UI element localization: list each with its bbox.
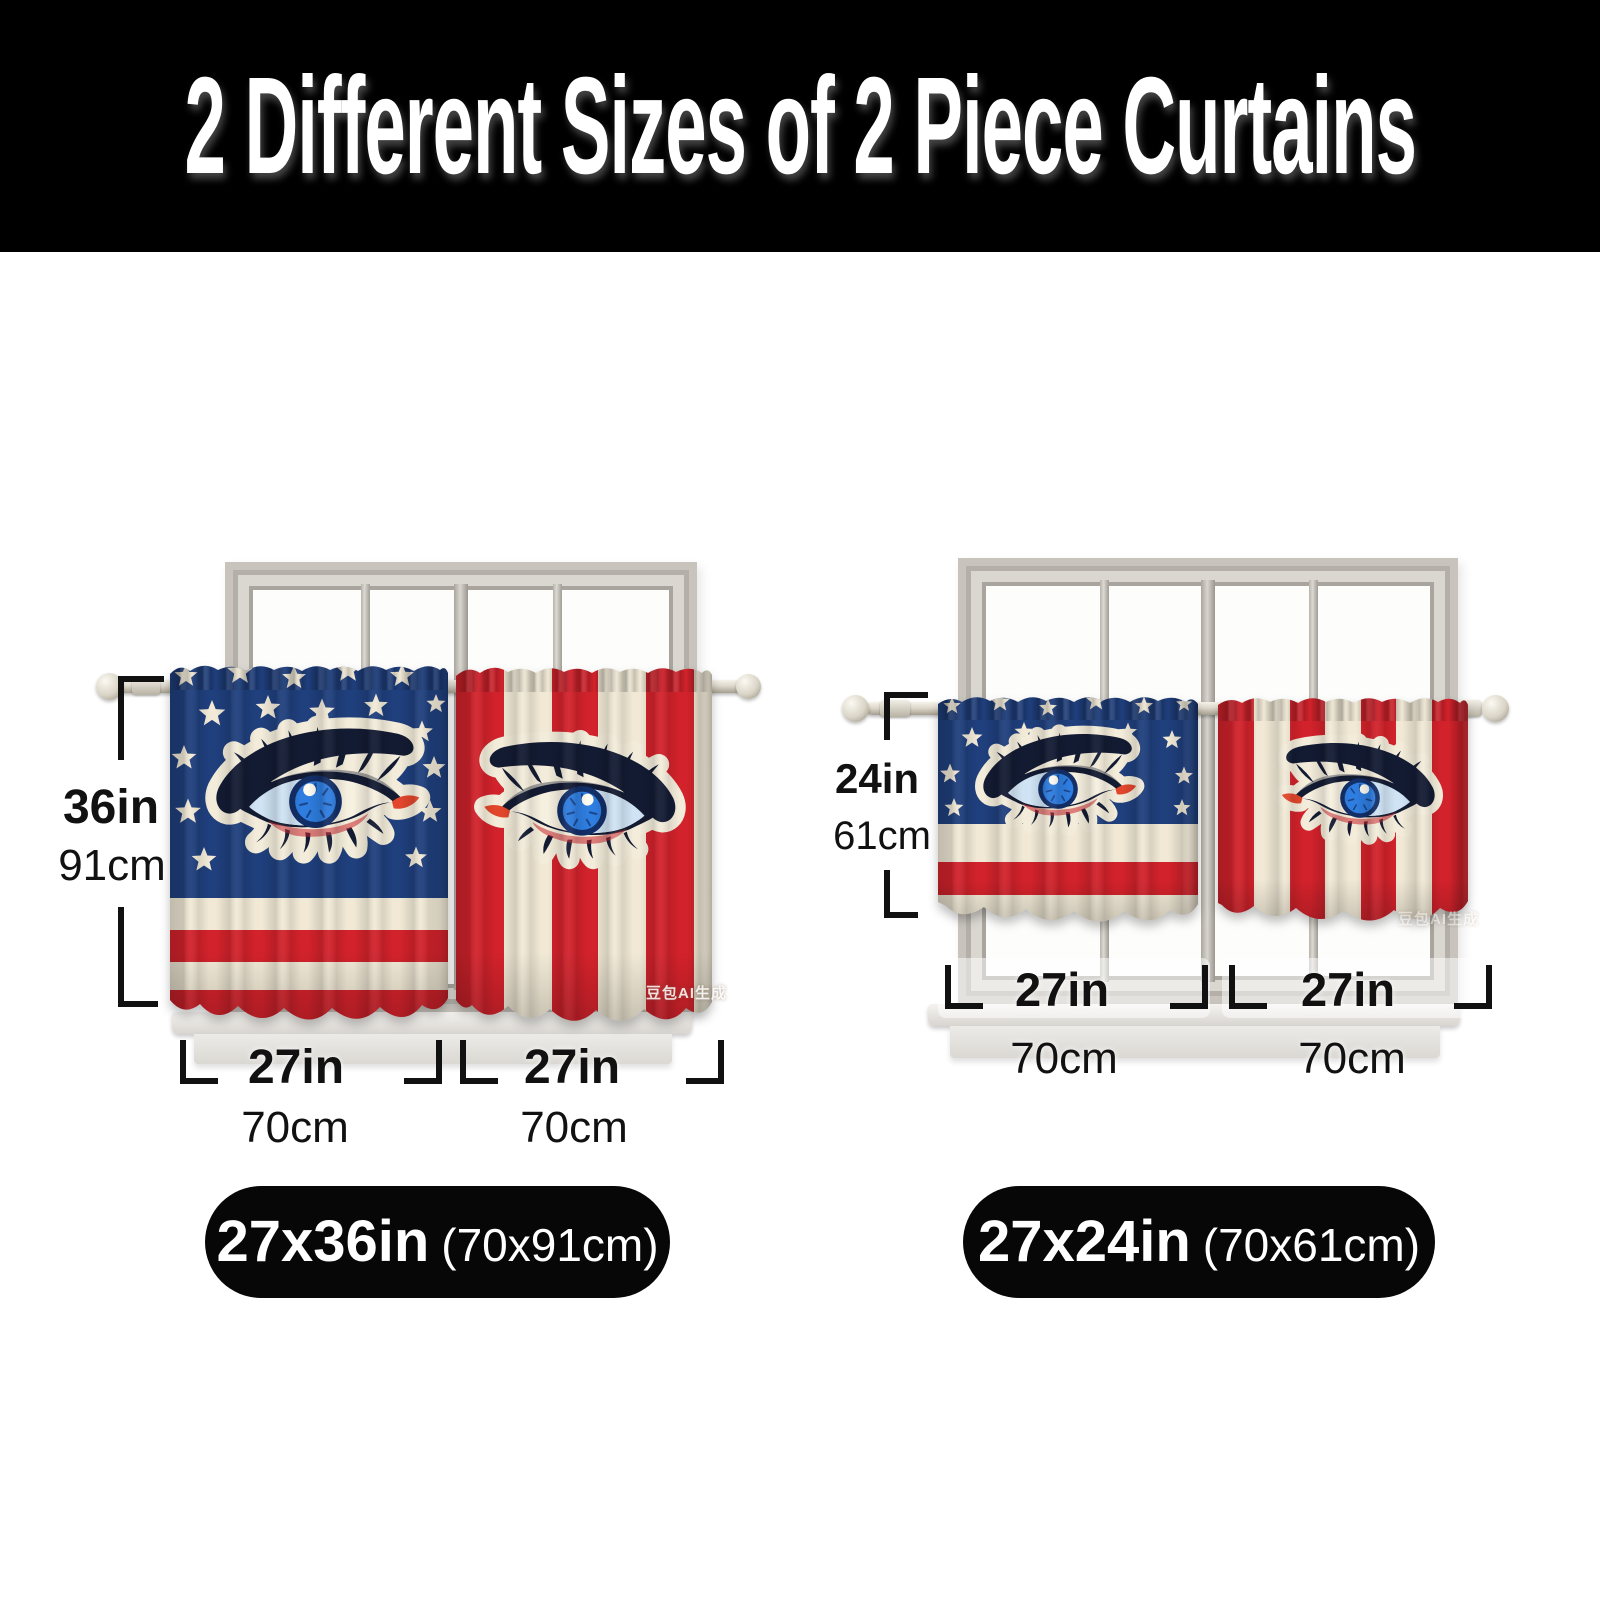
badge-size-inches: 27x36in bbox=[216, 1209, 430, 1274]
rod-finial-right bbox=[1482, 695, 1509, 722]
panel1-width-inches: 27in bbox=[1014, 963, 1110, 1016]
size-badge-right: 27x24in (70x61cm) bbox=[963, 1186, 1435, 1298]
badge-size-cm: (70x91cm) bbox=[441, 1219, 659, 1271]
panel2-width-inches: 27in bbox=[523, 1041, 621, 1094]
window-apron-right bbox=[950, 1026, 1440, 1058]
height-label-inches: 24in bbox=[834, 755, 920, 802]
curtain-panel-stars-short bbox=[938, 697, 1198, 922]
curtain-panel-stripes-tall bbox=[456, 667, 712, 1021]
size-badge-left: 27x36in (70x91cm) bbox=[205, 1186, 670, 1298]
window-center-divider bbox=[1201, 580, 1215, 982]
width-dim-corner bbox=[404, 1040, 442, 1084]
height-label-cm: 61cm bbox=[833, 814, 931, 858]
panel2-width-inches: 27in bbox=[1300, 963, 1396, 1016]
rod-bracket bbox=[132, 678, 160, 695]
width-dim-corner bbox=[180, 1040, 218, 1084]
width-dim-corner bbox=[1454, 965, 1492, 1009]
width-dim-corner bbox=[460, 1040, 498, 1084]
panel1-width-cm: 70cm bbox=[241, 1103, 349, 1152]
panel1-width-inches: 27in bbox=[247, 1041, 345, 1094]
rod-finial-right bbox=[736, 674, 761, 699]
ai-watermark: 豆包AI生成 bbox=[646, 985, 728, 1002]
height-dim-tick-bottom bbox=[884, 912, 918, 918]
height-dim-tick-top bbox=[884, 692, 928, 698]
height-dim-line bbox=[884, 692, 890, 740]
width-dim-corner bbox=[945, 965, 983, 1009]
curtain-panel-stripes-short bbox=[1218, 698, 1468, 921]
height-dim-line bbox=[884, 870, 890, 918]
height-label-inches: 36in bbox=[62, 781, 160, 834]
rod-finial-left bbox=[842, 695, 869, 722]
height-dim-tick-top bbox=[118, 676, 164, 682]
width-dim-corner bbox=[1170, 965, 1208, 1009]
ai-watermark: 豆包AI生成 bbox=[1398, 911, 1480, 928]
height-label-cm: 91cm bbox=[58, 841, 166, 890]
panel2-width-cm: 70cm bbox=[520, 1103, 628, 1152]
panel1-width-cm: 70cm bbox=[1010, 1034, 1118, 1083]
panel2-width-cm: 70cm bbox=[1298, 1034, 1406, 1083]
badge-size-cm: (70x61cm) bbox=[1202, 1219, 1421, 1271]
curtain-panel-stars-tall bbox=[170, 665, 448, 1020]
banner: 2 Different Sizes of 2 Piece Curtains bbox=[0, 0, 1600, 252]
window-apron-left bbox=[194, 1034, 672, 1064]
width-dim-corner bbox=[1229, 965, 1267, 1009]
banner-title: 2 Different Sizes of 2 Piece Curtains bbox=[184, 48, 1417, 203]
height-dim-tick-bottom bbox=[118, 1001, 158, 1007]
height-dim-line bbox=[118, 676, 124, 760]
width-dim-corner bbox=[686, 1040, 724, 1084]
badge-size-inches: 27x24in bbox=[977, 1209, 1191, 1274]
height-dim-line bbox=[118, 907, 124, 1007]
label-backdrop bbox=[1222, 958, 1494, 1018]
label-backdrop bbox=[938, 958, 1210, 1018]
